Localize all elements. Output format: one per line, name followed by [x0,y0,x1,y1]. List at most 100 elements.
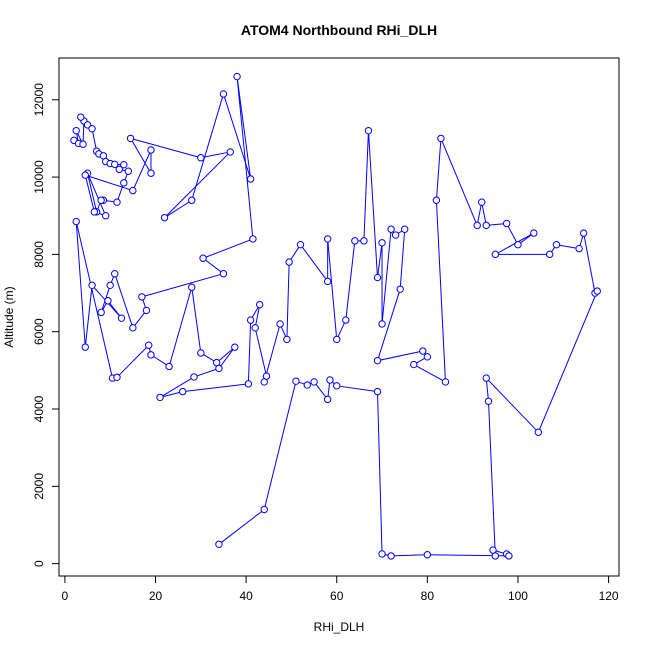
series-segment [216,346,236,363]
data-point [219,270,228,278]
data-point [101,212,110,220]
data-point [256,300,264,309]
series-segment [75,221,86,348]
data-point [423,551,432,559]
data-point [197,349,205,357]
data-point [160,213,169,222]
data-point [530,229,538,237]
series-segment [391,554,428,557]
data-point [373,356,382,365]
data-point [97,196,105,204]
data-point [473,221,481,230]
data-point [113,198,121,206]
data-point [260,378,268,386]
data-point [482,374,490,382]
data-point [292,377,300,385]
series-segment [91,128,98,152]
series-segment [556,244,580,250]
data-point [545,250,554,259]
data-point [276,320,284,328]
data-point [505,552,513,560]
data-point [178,387,187,396]
series-segment [399,229,406,290]
data-point [373,387,382,396]
data-point [575,244,583,253]
data-point [593,287,601,295]
series-segment [583,233,596,294]
data-point [303,381,311,389]
data-point [120,179,128,187]
data-point [410,360,418,369]
series-segment [159,391,183,398]
series-segment [168,287,193,367]
data-point [138,293,146,301]
data-point [333,382,341,390]
series-segment [218,346,236,369]
data-point [147,351,155,359]
series-segment [202,238,254,259]
data-point [129,324,137,332]
data-point [246,175,255,183]
series-segment [377,242,383,278]
series-segment [84,175,95,212]
data-point [142,306,151,315]
data-point [190,373,198,381]
series-segment [476,202,483,226]
series-segment [75,221,113,379]
series-segment [345,240,356,321]
y-tick-label: 6000 [32,318,46,345]
data-point [197,154,205,162]
x-tick-label: 60 [330,589,344,603]
data-point [342,316,350,324]
data-point [249,235,257,243]
series-segment [191,287,202,354]
series-segment [377,350,423,362]
x-tick-label: 40 [239,589,253,603]
data-point [244,380,253,388]
series-segment [130,137,201,159]
series-segment [85,174,134,192]
series-segment [247,320,252,384]
series-segment [485,377,539,433]
y-axis: 0 2000 4000 6000 8000 10000 12000 [32,83,60,567]
data-point [489,546,497,554]
data-point [106,281,114,289]
data-point [478,198,486,206]
data-point [491,250,500,259]
data-point [77,113,85,121]
data-point [81,171,89,179]
data-point [534,428,543,436]
x-tick-label: 100 [508,589,528,603]
data-point [387,552,395,560]
data-point [378,320,386,328]
data-point [88,281,96,289]
series-segment [336,385,378,393]
y-tick-label: 4000 [32,395,46,422]
series-segment [116,344,150,378]
series-segment [435,138,442,201]
series-segment [481,202,487,226]
data-point [482,221,490,230]
data-point [296,241,305,249]
chart-title: ATOM4 Northbound RHi_DLH [241,22,437,38]
y-tick-label: 8000 [32,241,46,268]
data-point [378,550,386,558]
data-point [251,324,259,332]
data-point [115,165,123,174]
data-point [111,160,119,169]
data-point [333,335,341,344]
data-point [323,395,332,404]
series-segment [87,173,98,212]
data-point [104,297,112,305]
series-segment [381,229,392,325]
data-point [124,167,133,175]
series-segment [218,509,265,545]
series-segment [254,304,261,328]
series-segment [164,199,193,219]
data-point [79,140,87,148]
data-point [432,196,441,204]
data-point [215,540,223,548]
data-point [90,208,99,216]
data-point [199,254,207,262]
